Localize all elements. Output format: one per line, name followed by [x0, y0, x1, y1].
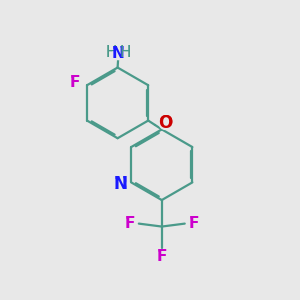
Circle shape [188, 218, 199, 229]
Text: N: N [112, 46, 124, 61]
Circle shape [112, 48, 124, 60]
Text: H: H [119, 45, 131, 60]
Text: H: H [105, 45, 117, 60]
Text: O: O [158, 115, 172, 133]
Circle shape [69, 78, 80, 88]
Text: N: N [112, 46, 124, 61]
Circle shape [157, 251, 167, 262]
Text: N: N [113, 175, 127, 193]
Text: H: H [119, 45, 131, 60]
Text: F: F [157, 249, 167, 264]
Text: H: H [105, 45, 117, 60]
Text: F: F [70, 75, 80, 90]
Text: F: F [188, 216, 199, 231]
Text: F: F [125, 216, 135, 231]
Text: F: F [188, 216, 199, 231]
Text: F: F [70, 75, 80, 90]
Circle shape [159, 118, 171, 129]
Text: F: F [125, 216, 135, 231]
Circle shape [114, 178, 126, 190]
Text: N: N [113, 175, 127, 193]
Text: O: O [158, 115, 172, 133]
Text: F: F [157, 249, 167, 264]
Circle shape [125, 218, 135, 229]
